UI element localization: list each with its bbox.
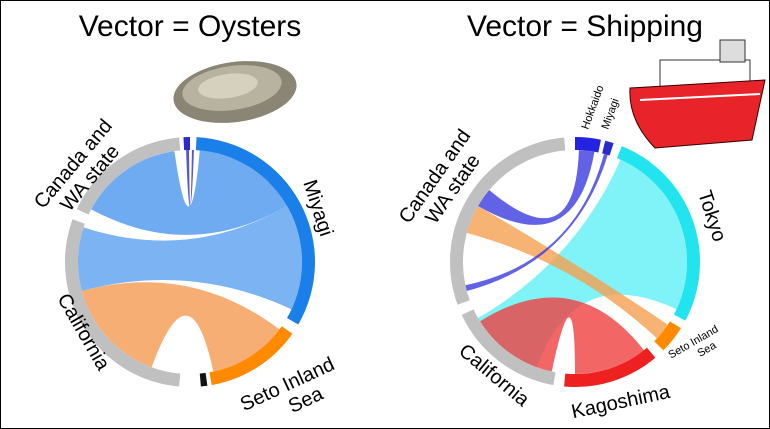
oyster-image: [173, 61, 297, 123]
ribbon: [186, 150, 194, 207]
node-arc: [449, 137, 566, 305]
shipping-diagram: [449, 137, 700, 387]
node-arc: [65, 219, 181, 387]
panel-title: Vector = Shipping: [467, 10, 703, 43]
node-arc: [602, 140, 614, 156]
oysters-diagram: [65, 137, 315, 387]
node-arc: [195, 137, 315, 325]
node-arc: [616, 146, 700, 321]
node-arc: [654, 321, 682, 351]
node-arc: [76, 137, 181, 215]
node-arc: [564, 347, 656, 387]
ribbon: [478, 150, 595, 225]
ribbon: [81, 282, 280, 372]
ribbon: [466, 206, 668, 339]
ribbon: [91, 150, 287, 235]
ship-image: [629, 39, 766, 149]
node-arc: [199, 372, 208, 387]
panel-title: Vector = Oysters: [79, 10, 302, 43]
ribbon: [77, 206, 302, 310]
node-arc: [575, 137, 601, 153]
node-arc: [461, 309, 556, 386]
node-arc: [183, 137, 190, 151]
node-arc: [209, 326, 293, 386]
ribbon: [480, 297, 644, 374]
